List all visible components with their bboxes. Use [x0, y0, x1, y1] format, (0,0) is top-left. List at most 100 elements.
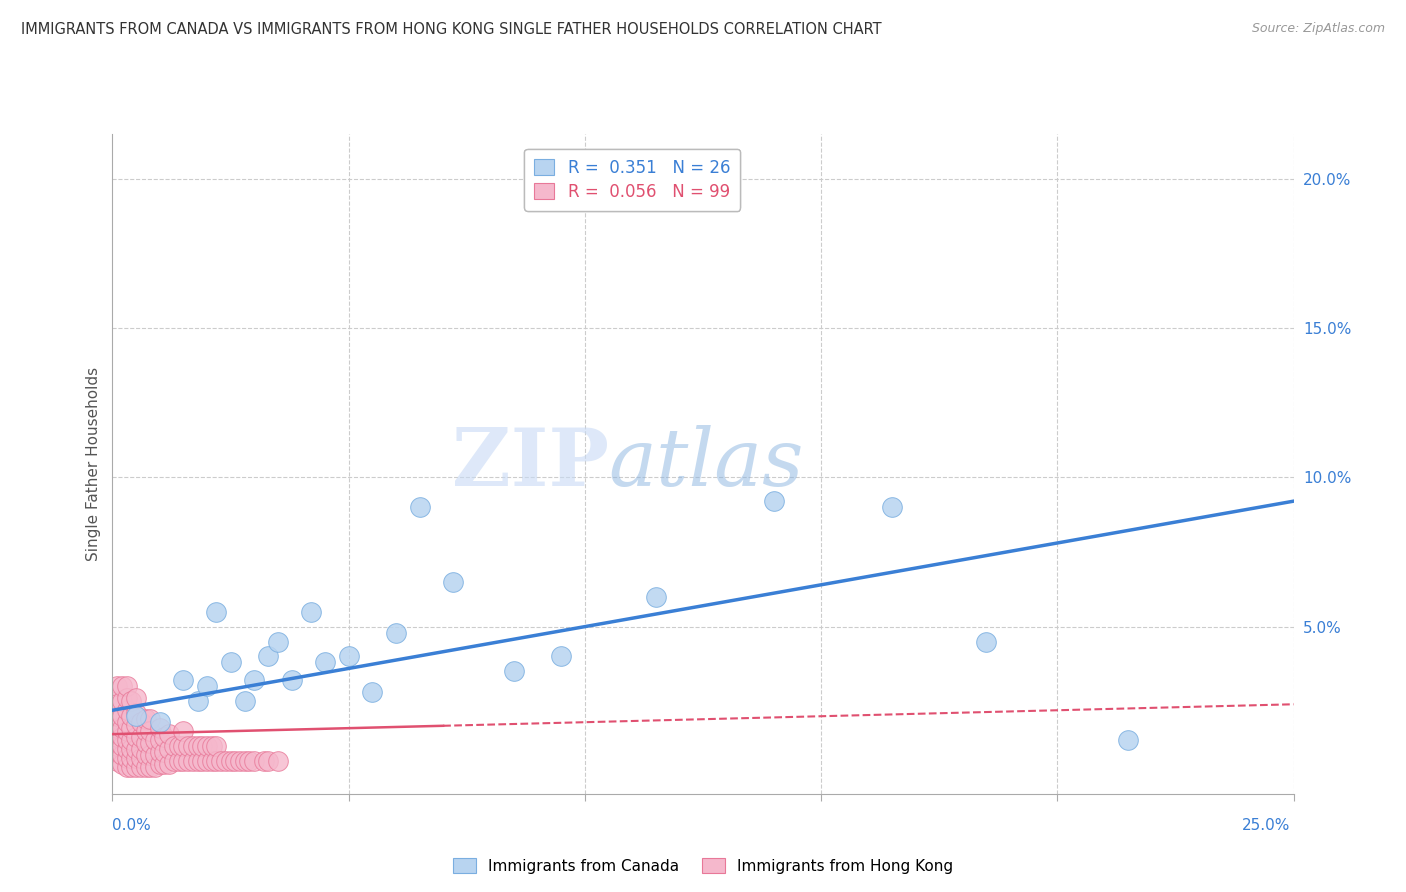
Point — [157, 742, 180, 756]
Point — [120, 694, 142, 708]
Point — [149, 745, 172, 759]
Point — [219, 656, 242, 670]
Point — [149, 721, 172, 735]
Point — [105, 679, 128, 693]
Point — [172, 754, 194, 768]
Point — [111, 709, 134, 723]
Point — [177, 739, 200, 753]
Point — [177, 754, 200, 768]
Point — [880, 500, 903, 515]
Point — [172, 739, 194, 753]
Point — [135, 736, 157, 750]
Point — [195, 679, 218, 693]
Point — [186, 694, 208, 708]
Point — [191, 739, 214, 753]
Point — [111, 721, 134, 735]
Point — [135, 747, 157, 762]
Point — [281, 673, 304, 688]
Point — [129, 715, 152, 730]
Point — [139, 760, 162, 774]
Point — [181, 739, 204, 753]
Point — [1116, 733, 1139, 747]
Point — [243, 673, 266, 688]
Point — [224, 754, 246, 768]
Point — [209, 754, 232, 768]
Text: atlas: atlas — [609, 425, 804, 502]
Point — [125, 730, 148, 744]
Point — [149, 757, 172, 772]
Point — [125, 718, 148, 732]
Point — [105, 709, 128, 723]
Point — [120, 760, 142, 774]
Point — [125, 691, 148, 706]
Point — [644, 590, 666, 604]
Point — [153, 745, 176, 759]
Point — [157, 757, 180, 772]
Text: IMMIGRANTS FROM CANADA VS IMMIGRANTS FROM HONG KONG SINGLE FATHER HOUSEHOLDS COR: IMMIGRANTS FROM CANADA VS IMMIGRANTS FRO… — [21, 22, 882, 37]
Point — [503, 665, 526, 679]
Point — [167, 739, 190, 753]
Point — [135, 760, 157, 774]
Point — [257, 754, 280, 768]
Point — [129, 760, 152, 774]
Point — [120, 742, 142, 756]
Point — [762, 494, 785, 508]
Point — [115, 751, 138, 765]
Point — [195, 754, 218, 768]
Point — [111, 694, 134, 708]
Point — [105, 721, 128, 735]
Point — [143, 733, 166, 747]
Point — [111, 730, 134, 744]
Point — [215, 754, 238, 768]
Text: 25.0%: 25.0% — [1243, 819, 1291, 833]
Point — [129, 730, 152, 744]
Point — [253, 754, 276, 768]
Point — [120, 733, 142, 747]
Point — [267, 634, 290, 648]
Text: ZIP: ZIP — [451, 425, 609, 503]
Point — [125, 709, 148, 723]
Point — [441, 574, 464, 589]
Point — [129, 742, 152, 756]
Point — [105, 730, 128, 744]
Point — [385, 625, 408, 640]
Point — [205, 605, 228, 619]
Point — [115, 760, 138, 774]
Point — [115, 703, 138, 717]
Point — [172, 724, 194, 739]
Point — [201, 739, 224, 753]
Point — [149, 733, 172, 747]
Point — [181, 754, 204, 768]
Point — [139, 747, 162, 762]
Point — [201, 754, 224, 768]
Legend: R =  0.351   N = 26, R =  0.056   N = 99: R = 0.351 N = 26, R = 0.056 N = 99 — [524, 149, 740, 211]
Point — [105, 694, 128, 708]
Point — [337, 649, 360, 664]
Point — [139, 736, 162, 750]
Point — [125, 751, 148, 765]
Y-axis label: Single Father Households: Single Father Households — [86, 367, 101, 561]
Point — [257, 649, 280, 664]
Point — [233, 694, 256, 708]
Point — [105, 745, 128, 759]
Point — [195, 739, 218, 753]
Point — [299, 605, 322, 619]
Point — [408, 500, 430, 515]
Point — [143, 747, 166, 762]
Point — [105, 739, 128, 753]
Point — [191, 754, 214, 768]
Text: 0.0%: 0.0% — [112, 819, 152, 833]
Point — [139, 724, 162, 739]
Point — [135, 724, 157, 739]
Point — [111, 747, 134, 762]
Point — [153, 730, 176, 744]
Point — [976, 634, 998, 648]
Point — [125, 742, 148, 756]
Point — [115, 733, 138, 747]
Point — [115, 715, 138, 730]
Point — [550, 649, 572, 664]
Point — [243, 754, 266, 768]
Point — [267, 754, 290, 768]
Point — [205, 754, 228, 768]
Point — [143, 760, 166, 774]
